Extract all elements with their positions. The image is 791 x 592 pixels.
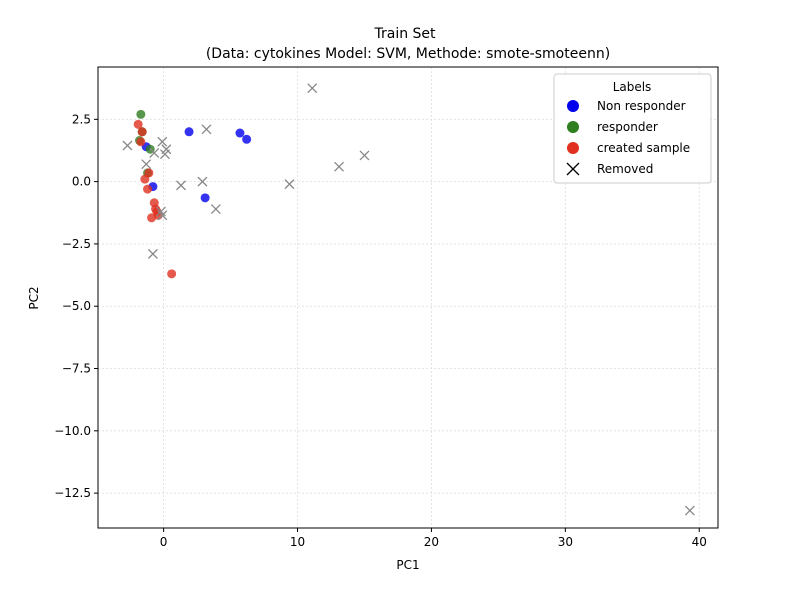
y-tick-label: −2.5 [62,237,91,251]
y-tick-label: 0.0 [72,175,91,189]
point-removed [210,204,221,214]
point-non-responder [242,134,252,144]
point-created-sample [137,127,147,137]
legend-label-created-sample: created sample [597,141,690,155]
point-created-sample [136,137,146,147]
point-removed [122,140,133,151]
data-points [122,83,695,516]
x-tick-label: 30 [558,535,573,549]
point-removed [149,148,160,158]
y-tick-label: −10.0 [54,424,91,438]
x-axis-label: PC1 [396,558,419,572]
point-removed [176,180,186,191]
legend-marker-responder [567,121,579,133]
point-created-sample [167,269,177,279]
point-removed [684,505,695,516]
point-removed [334,161,344,172]
point-removed [359,150,370,161]
legend-marker-created-sample [567,142,579,154]
legend-label-non-responder: Non responder [597,99,686,113]
y-tick-label: −12.5 [54,486,91,500]
legend: Labels Non responder responder created s… [553,73,712,184]
legend-marker-removed [566,162,580,176]
x-tick-label: 20 [424,535,439,549]
point-removed [161,144,172,155]
y-tick-label: −5.0 [62,299,91,313]
plot-frame [97,66,719,529]
point-responder [136,109,146,119]
axis-ticks: 0 10 20 30 40 2.5 0.0 −2.5 −5.0 −7.5 −10.0 −12.5 [54,112,707,549]
point-removed [284,179,295,190]
point-non-responder [184,127,194,137]
y-axis-label: PC2 [27,286,41,309]
x-tick-label: 10 [290,535,305,549]
point-non-responder [235,128,245,138]
point-created-sample [133,119,143,129]
point-removed [141,159,152,170]
point-removed [155,206,166,217]
y-tick-label: 2.5 [72,112,91,126]
point-removed [157,210,168,221]
point-non-responder [200,193,210,203]
legend-title: Labels [613,80,652,94]
legend-label-removed: Removed [597,162,653,176]
x-tick-label: 40 [692,535,707,549]
point-created-sample [144,168,154,178]
y-tick-label: −7.5 [62,362,91,376]
point-removed [307,83,318,94]
point-removed [157,136,168,147]
legend-marker-non-responder [567,100,579,112]
point-removed [197,176,208,187]
point-removed [201,124,212,135]
legend-box [553,73,712,184]
point-created-sample [143,184,153,194]
legend-label-responder: responder [597,120,658,134]
chart-title: Train Set [373,26,436,42]
point-removed [147,248,158,259]
chart-subtitle: (Data: cytokines Model: SVM, Methode: sm… [206,46,610,62]
x-tick-label: 0 [160,535,168,549]
